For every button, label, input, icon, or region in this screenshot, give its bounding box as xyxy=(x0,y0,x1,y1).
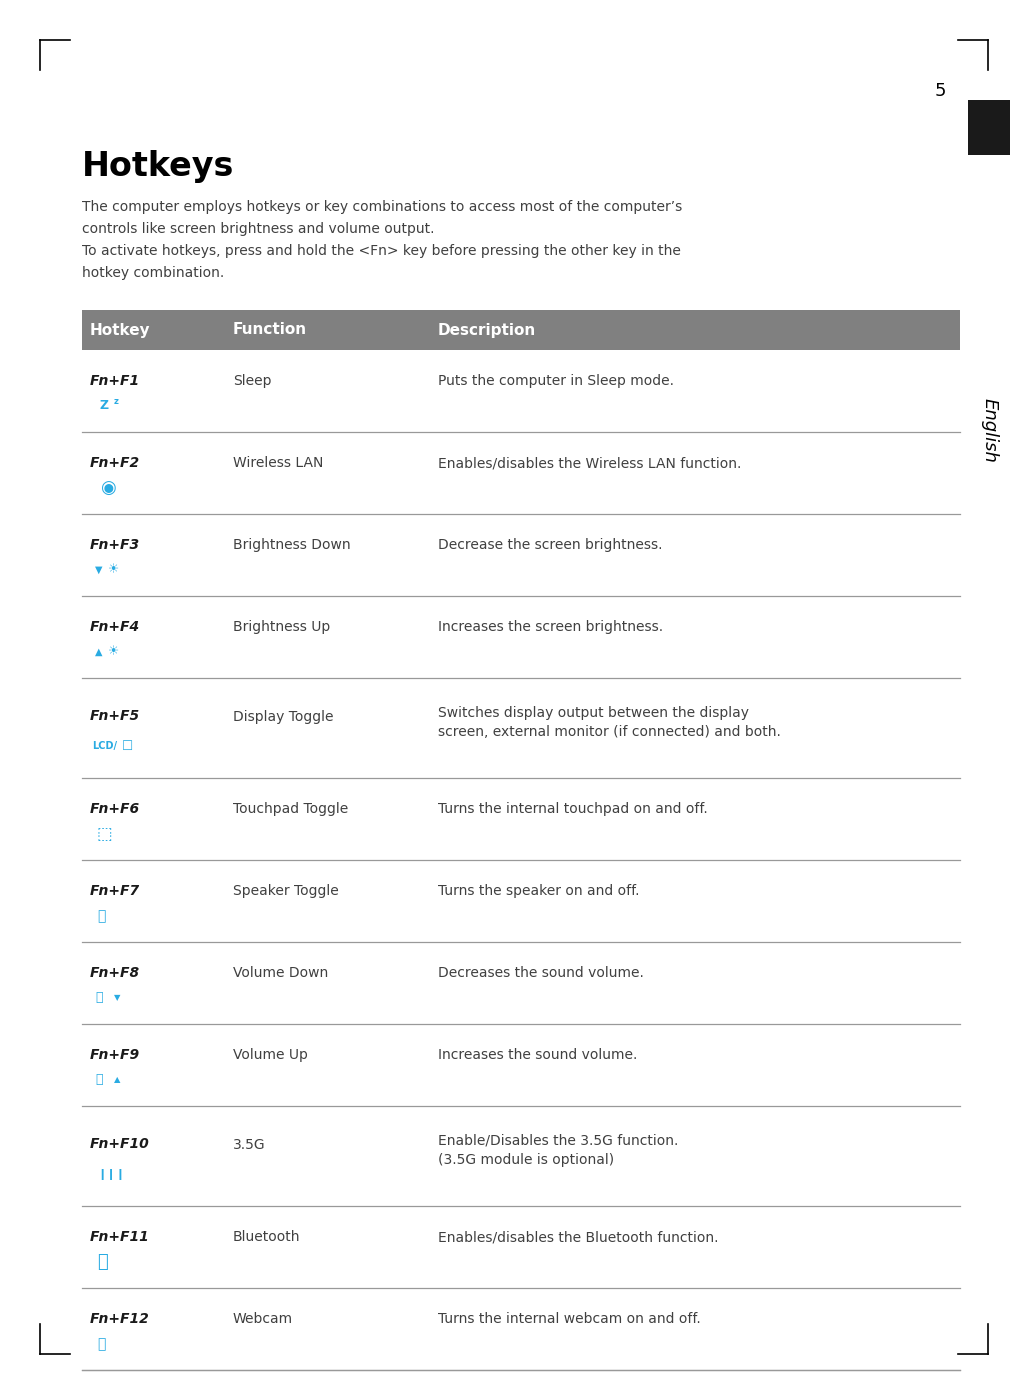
Text: Fn+F2: Fn+F2 xyxy=(90,456,140,470)
Text: 🔈: 🔈 xyxy=(95,991,103,1004)
Text: Volume Up: Volume Up xyxy=(233,1048,307,1062)
Text: Wireless LAN: Wireless LAN xyxy=(233,456,324,470)
Text: (3.5G module is optional): (3.5G module is optional) xyxy=(438,1153,614,1167)
Text: 5: 5 xyxy=(934,82,946,100)
Bar xyxy=(968,100,1009,155)
Text: Sleep: Sleep xyxy=(233,374,271,388)
Text: ▲: ▲ xyxy=(95,647,103,657)
Text: Fn+F1: Fn+F1 xyxy=(90,374,140,388)
Text: Volume Down: Volume Down xyxy=(233,966,328,980)
Text: ▼: ▼ xyxy=(114,994,120,1002)
Text: Decreases the sound volume.: Decreases the sound volume. xyxy=(438,966,644,980)
Text: Turns the speaker on and off.: Turns the speaker on and off. xyxy=(438,884,639,898)
Text: ❙❙❙: ❙❙❙ xyxy=(97,1168,125,1179)
Text: Enables/disables the Bluetooth function.: Enables/disables the Bluetooth function. xyxy=(438,1230,719,1245)
Text: z: z xyxy=(114,397,119,406)
Text: Turns the internal touchpad on and off.: Turns the internal touchpad on and off. xyxy=(438,802,707,815)
Text: Fn+F9: Fn+F9 xyxy=(90,1048,140,1062)
Text: Fn+F11: Fn+F11 xyxy=(90,1230,150,1245)
Text: Touchpad Toggle: Touchpad Toggle xyxy=(233,802,348,815)
Text: Function: Function xyxy=(233,322,307,337)
Text: Enables/disables the Wireless LAN function.: Enables/disables the Wireless LAN functi… xyxy=(438,456,741,470)
Text: Fn+F3: Fn+F3 xyxy=(90,538,140,552)
Text: Decrease the screen brightness.: Decrease the screen brightness. xyxy=(438,538,662,552)
Text: Increases the screen brightness.: Increases the screen brightness. xyxy=(438,620,663,634)
Text: Fn+F8: Fn+F8 xyxy=(90,966,140,980)
Text: screen, external monitor (if connected) and both.: screen, external monitor (if connected) … xyxy=(438,725,781,739)
Text: Fn+F4: Fn+F4 xyxy=(90,620,140,634)
Text: Hotkeys: Hotkeys xyxy=(82,151,234,183)
Bar xyxy=(82,309,960,350)
Text: Fn+F5: Fn+F5 xyxy=(90,710,140,723)
Text: 🔈: 🔈 xyxy=(95,1073,103,1086)
Text: ☐: ☐ xyxy=(122,739,134,753)
Text: Brightness Down: Brightness Down xyxy=(233,538,351,552)
Text: ◉: ◉ xyxy=(100,478,116,496)
Text: The computer employs hotkeys or key combinations to access most of the computer’: The computer employs hotkeys or key comb… xyxy=(82,199,683,215)
Text: ▲: ▲ xyxy=(114,1075,120,1085)
Text: 3.5G: 3.5G xyxy=(233,1138,265,1151)
Text: Hotkey: Hotkey xyxy=(90,322,151,337)
Text: Enable/Disables the 3.5G function.: Enable/Disables the 3.5G function. xyxy=(438,1133,678,1149)
Text: ☀: ☀ xyxy=(108,645,119,658)
Text: Fn+F7: Fn+F7 xyxy=(90,884,140,898)
Text: ▼: ▼ xyxy=(95,565,103,574)
Text: Increases the sound volume.: Increases the sound volume. xyxy=(438,1048,637,1062)
Text: Bluetooth: Bluetooth xyxy=(233,1230,300,1245)
Text: hotkey combination.: hotkey combination. xyxy=(82,266,224,280)
Text: ☀: ☀ xyxy=(108,563,119,576)
Text: Speaker Toggle: Speaker Toggle xyxy=(233,884,339,898)
Text: Switches display output between the display: Switches display output between the disp… xyxy=(438,705,749,719)
Text: Webcam: Webcam xyxy=(233,1312,293,1326)
Text: Turns the internal webcam on and off.: Turns the internal webcam on and off. xyxy=(438,1312,701,1326)
Text: LCD/: LCD/ xyxy=(91,742,117,751)
Text: 📷: 📷 xyxy=(97,1337,106,1351)
Text: Puts the computer in Sleep mode.: Puts the computer in Sleep mode. xyxy=(438,374,674,388)
Text: English: English xyxy=(981,397,999,463)
Text: To activate hotkeys, press and hold the <Fn> key before pressing the other key i: To activate hotkeys, press and hold the … xyxy=(82,244,681,258)
Text: ⬚: ⬚ xyxy=(97,825,113,843)
Text: Z: Z xyxy=(100,399,109,413)
Text: Description: Description xyxy=(438,322,537,337)
Text: Brightness Up: Brightness Up xyxy=(233,620,330,634)
Text: Display Toggle: Display Toggle xyxy=(233,710,333,723)
Text: Fn+F6: Fn+F6 xyxy=(90,802,140,815)
Text: ⧗: ⧗ xyxy=(97,1253,108,1271)
Text: Fn+F12: Fn+F12 xyxy=(90,1312,150,1326)
Text: Fn+F10: Fn+F10 xyxy=(90,1138,150,1151)
Text: controls like screen brightness and volume output.: controls like screen brightness and volu… xyxy=(82,222,435,236)
Text: 🔇: 🔇 xyxy=(97,909,106,923)
